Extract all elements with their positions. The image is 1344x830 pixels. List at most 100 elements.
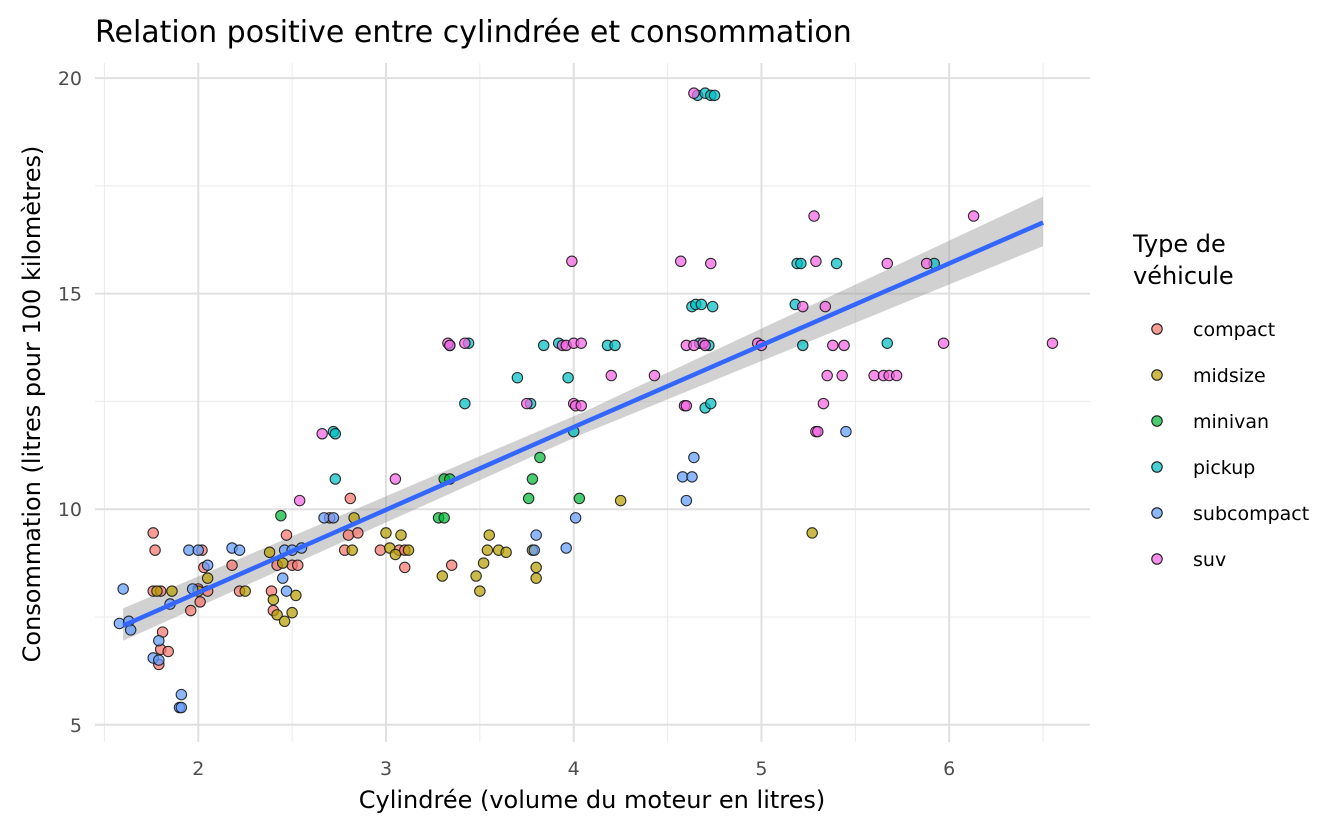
legend-key-minivan bbox=[1151, 415, 1163, 427]
data-point-suv bbox=[920, 257, 933, 270]
data-point-suv bbox=[688, 87, 700, 99]
data-point-midsize bbox=[278, 615, 291, 628]
data-point-compact bbox=[149, 544, 161, 556]
data-point-compact bbox=[445, 559, 458, 571]
data-point-suv bbox=[819, 300, 832, 313]
grid bbox=[95, 63, 1090, 742]
data-point-subcompact bbox=[280, 585, 293, 597]
data-point-midsize bbox=[614, 494, 627, 507]
data-point-midsize bbox=[239, 585, 251, 597]
confidence-band-layer bbox=[123, 196, 1044, 641]
data-point-minivan bbox=[526, 473, 539, 485]
data-point-suv bbox=[1046, 337, 1059, 349]
legend-key-suv bbox=[1151, 553, 1163, 565]
data-point-subcompact bbox=[686, 471, 698, 483]
chart-title: Relation positive entre cylindrée et con… bbox=[95, 15, 852, 50]
data-point-compact bbox=[162, 645, 174, 658]
y-tick-label: 15 bbox=[58, 284, 82, 306]
data-point-suv bbox=[293, 494, 306, 507]
legend-key-compact bbox=[1151, 323, 1163, 335]
data-point-midsize bbox=[402, 544, 415, 556]
data-point-subcompact bbox=[528, 544, 541, 556]
legend-label-suv: suv bbox=[1193, 549, 1226, 571]
data-point-pickup bbox=[511, 371, 524, 384]
tick-labels: 2 3 4 5 6 5 10 15 20 bbox=[58, 68, 955, 780]
data-point-suv bbox=[680, 399, 693, 412]
data-point-minivan bbox=[438, 512, 450, 524]
data-point-suv bbox=[459, 337, 471, 349]
data-point-midsize bbox=[483, 529, 495, 541]
legend-item-subcompact: subcompact bbox=[1151, 503, 1309, 525]
data-point-midsize bbox=[271, 609, 283, 621]
data-point-suv bbox=[881, 257, 893, 270]
data-point-midsize bbox=[290, 589, 302, 602]
data-point-midsize bbox=[474, 585, 486, 597]
data-point-subcompact bbox=[117, 583, 129, 595]
legend-label-minivan: minivan bbox=[1193, 411, 1269, 433]
data-point-compact bbox=[352, 527, 364, 539]
data-point-pickup bbox=[708, 89, 721, 102]
data-point-compact bbox=[194, 596, 206, 608]
data-point-pickup bbox=[537, 339, 550, 352]
x-tick-label: 4 bbox=[568, 758, 580, 780]
legend-label-compact: compact bbox=[1193, 319, 1275, 341]
data-point-midsize bbox=[470, 570, 482, 582]
data-point-pickup bbox=[706, 300, 719, 313]
x-tick-label: 5 bbox=[755, 758, 767, 780]
data-point-suv bbox=[797, 300, 809, 313]
data-point-pickup bbox=[830, 257, 843, 270]
data-point-subcompact bbox=[840, 425, 852, 438]
data-point-subcompact bbox=[201, 559, 214, 571]
data-point-suv bbox=[967, 210, 980, 222]
data-point-suv bbox=[838, 339, 850, 352]
data-point-subcompact bbox=[688, 451, 700, 464]
data-point-midsize bbox=[530, 572, 542, 584]
y-tick-label: 10 bbox=[58, 499, 82, 521]
data-point-midsize bbox=[436, 570, 449, 582]
data-point-suv bbox=[444, 339, 456, 352]
data-point-pickup bbox=[459, 397, 471, 410]
data-point-midsize bbox=[263, 546, 276, 559]
data-point-midsize bbox=[806, 527, 818, 539]
data-point-compact bbox=[184, 604, 197, 617]
data-point-midsize bbox=[530, 561, 542, 574]
data-point-pickup bbox=[705, 397, 717, 410]
data-point-subcompact bbox=[276, 572, 289, 584]
data-point-midsize bbox=[380, 527, 392, 539]
y-tick-label: 5 bbox=[70, 715, 82, 737]
data-point-midsize bbox=[346, 544, 358, 556]
data-point-suv bbox=[937, 337, 950, 349]
data-point-suv bbox=[810, 255, 822, 268]
legend-key-midsize bbox=[1151, 369, 1163, 381]
legend-title-line-2: véhicule bbox=[1133, 262, 1234, 290]
data-point-pickup bbox=[609, 339, 621, 352]
data-point-suv bbox=[575, 337, 587, 349]
data-point-suv bbox=[699, 339, 711, 352]
data-point-subcompact bbox=[153, 634, 165, 647]
data-point-suv bbox=[316, 428, 328, 440]
legend: Type de véhicule compact midsize minivan pi… bbox=[1132, 230, 1309, 571]
legend-items: compact midsize minivan pickup subcompact suv bbox=[1151, 319, 1309, 571]
data-point-compact bbox=[374, 544, 387, 556]
data-point-suv bbox=[605, 369, 618, 382]
data-point-suv bbox=[688, 339, 700, 352]
data-point-subcompact bbox=[530, 529, 542, 541]
y-tick-label: 20 bbox=[58, 68, 82, 90]
data-point-subcompact bbox=[175, 701, 188, 714]
data-point-subcompact bbox=[569, 512, 582, 524]
confidence-band bbox=[123, 196, 1044, 641]
data-point-subcompact bbox=[233, 544, 246, 556]
legend-key-subcompact bbox=[1151, 507, 1163, 519]
data-point-midsize bbox=[500, 546, 512, 559]
legend-title-line-1: Type de bbox=[1132, 230, 1226, 258]
data-point-suv bbox=[575, 399, 587, 412]
data-point-minivan bbox=[522, 492, 535, 505]
data-point-subcompact bbox=[175, 688, 188, 701]
data-point-pickup bbox=[562, 371, 574, 384]
data-point-midsize bbox=[395, 529, 407, 541]
data-point-compact bbox=[226, 559, 238, 571]
series-subcompact bbox=[113, 425, 852, 714]
data-point-suv bbox=[812, 425, 824, 438]
x-tick-label: 6 bbox=[943, 758, 955, 780]
